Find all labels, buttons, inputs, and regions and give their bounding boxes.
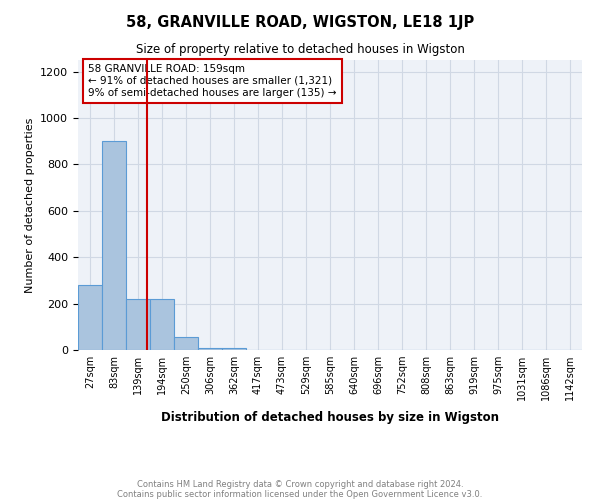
- Bar: [78, 285, 102, 350]
- Text: 58, GRANVILLE ROAD, WIGSTON, LE18 1JP: 58, GRANVILLE ROAD, WIGSTON, LE18 1JP: [126, 15, 474, 30]
- Bar: [198, 348, 222, 350]
- Text: 58 GRANVILLE ROAD: 159sqm
← 91% of detached houses are smaller (1,321)
9% of sem: 58 GRANVILLE ROAD: 159sqm ← 91% of detac…: [88, 64, 337, 98]
- Bar: [222, 348, 246, 350]
- Bar: [102, 141, 126, 350]
- Text: Size of property relative to detached houses in Wigston: Size of property relative to detached ho…: [136, 42, 464, 56]
- Bar: [174, 337, 198, 350]
- X-axis label: Distribution of detached houses by size in Wigston: Distribution of detached houses by size …: [161, 412, 499, 424]
- Y-axis label: Number of detached properties: Number of detached properties: [25, 118, 35, 292]
- Text: Contains public sector information licensed under the Open Government Licence v3: Contains public sector information licen…: [118, 490, 482, 499]
- Bar: [126, 299, 150, 350]
- Text: Contains HM Land Registry data © Crown copyright and database right 2024.: Contains HM Land Registry data © Crown c…: [137, 480, 463, 489]
- Bar: [150, 299, 174, 350]
